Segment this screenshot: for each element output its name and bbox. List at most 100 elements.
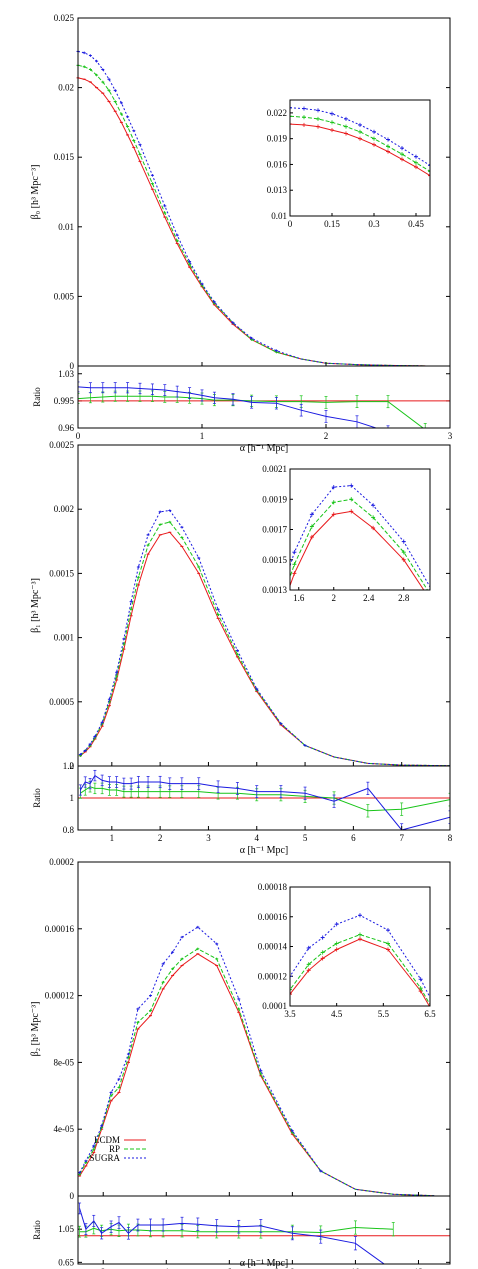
- x-tick-label: 8: [290, 1267, 295, 1269]
- y-tick-label: 0.00016: [45, 924, 75, 934]
- x-tick-label: 4: [164, 1267, 169, 1269]
- inset-plot: [290, 913, 430, 1006]
- inset-y-tick-label: 0.013: [267, 185, 288, 195]
- inset-y-tick-label: 0.016: [267, 159, 288, 169]
- ratio-frame: [77, 365, 451, 429]
- ratio-axis-label: Ratio: [32, 387, 42, 407]
- x-tick-label: 6: [227, 1267, 232, 1269]
- y-tick-label: 0.00012: [45, 991, 74, 1001]
- y-tick-label: 0: [70, 1191, 75, 1201]
- ratio-line-sugra: [78, 386, 378, 428]
- ratio-line-rp: [78, 395, 424, 428]
- inset-y-tick-label: 0.00014: [258, 942, 288, 952]
- inset-y-tick-label: 0.01: [271, 211, 287, 221]
- x-tick-label: 2: [158, 833, 163, 843]
- inset-x-tick-label: 3.5: [284, 1009, 296, 1019]
- y-tick-label: 0.0025: [49, 440, 74, 450]
- inset-y-tick-label: 0.0017: [262, 525, 287, 535]
- x-tick-label: 4: [255, 833, 260, 843]
- inset-x-tick-label: 2.4: [363, 593, 375, 603]
- y-tick-label: 0: [70, 361, 75, 371]
- inset-y-tick-label: 0.00012: [258, 971, 287, 981]
- ratio-y-tick-label: 0.96: [58, 423, 74, 433]
- inset-x-tick-label: 0.15: [324, 219, 340, 229]
- ratio-plot: [78, 1202, 450, 1264]
- ratio-y-tick-label: 1.03: [58, 369, 74, 379]
- x-tick-label: 1: [110, 833, 115, 843]
- y-axis-label: β₀ [h³ Mpc⁻³]: [30, 165, 41, 220]
- ratio-line-rp: [80, 786, 450, 812]
- y-tick-label: 0: [70, 761, 75, 771]
- ratio-line-sugra: [79, 774, 450, 830]
- y-tick-label: 0.015: [54, 152, 75, 162]
- x-tick-label: 12: [414, 1267, 423, 1269]
- x-tick-label: 6: [351, 833, 356, 843]
- inset-x-tick-label: 0.45: [408, 219, 424, 229]
- ratio-line-sugra: [79, 1208, 385, 1264]
- inset-x-tick-label: 5.5: [378, 1009, 390, 1019]
- x-tick-label: 10: [351, 1267, 361, 1269]
- inset-y-tick-label: 0.0015: [262, 555, 287, 565]
- ratio-y-tick-label: 1.2: [63, 761, 74, 771]
- inset-y-tick-label: 0.00018: [258, 882, 288, 892]
- inset-x-tick-label: 0: [288, 219, 293, 229]
- y-tick-label: 0.005: [54, 291, 75, 301]
- inset-x-tick-label: 2: [332, 593, 337, 603]
- y-axis-label: β₁ [h³ Mpc⁻³]: [30, 578, 41, 633]
- series-line-lcdm: [80, 531, 451, 767]
- legend-label-sugra: SUGRA: [89, 1153, 120, 1163]
- x-tick-label: 1: [200, 431, 205, 441]
- x-tick-label: 2: [101, 1267, 106, 1269]
- inset-y-tick-label: 0.0013: [262, 585, 287, 595]
- y-tick-label: 8e-05: [54, 1057, 75, 1067]
- inset-x-tick-label: 2.8: [398, 593, 410, 603]
- x-tick-label: 8: [448, 833, 453, 843]
- series-line-rp: [80, 521, 451, 767]
- x-axis-label: α [h⁻¹ Mpc]: [240, 1258, 289, 1269]
- ratio-y-tick-label: 1: [70, 793, 75, 803]
- y-tick-label: 0.002: [54, 504, 74, 514]
- x-tick-label: 3: [448, 431, 453, 441]
- ratio-y-tick-label: 1.05: [58, 1224, 74, 1234]
- y-tick-label: 0.02: [58, 83, 74, 93]
- inset-series-line-lcdm: [290, 510, 425, 590]
- x-axis-label: α [h⁻¹ Mpc]: [240, 443, 289, 454]
- y-tick-label: 0.0002: [49, 857, 74, 867]
- ratio-y-tick-label: 0.8: [63, 825, 75, 835]
- x-tick-label: 5: [303, 833, 308, 843]
- inset-x-tick-label: 1.6: [293, 593, 305, 603]
- inset-frame: [289, 99, 431, 217]
- inset-frame: [289, 468, 431, 591]
- legend-label-lcdm: LCDM: [94, 1135, 120, 1145]
- ratio-frame: [77, 765, 451, 831]
- legend-label-rp: RP: [109, 1144, 120, 1154]
- y-tick-label: 0.0015: [49, 568, 74, 578]
- inset-plot: [290, 105, 430, 178]
- y-tick-label: 0.001: [54, 633, 74, 643]
- y-tick-label: 0.01: [58, 222, 74, 232]
- inset-frame: [289, 886, 431, 1007]
- ratio-plot: [78, 381, 450, 428]
- y-axis-label: β₂ [h³ Mpc⁻³]: [30, 1002, 41, 1057]
- ratio-plot: [78, 769, 450, 830]
- x-tick-label: 2: [324, 431, 329, 441]
- inset-y-tick-label: 0.00016: [258, 912, 288, 922]
- y-tick-label: 0.025: [54, 13, 75, 23]
- inset-x-tick-label: 0.3: [368, 219, 380, 229]
- ratio-axis-label: Ratio: [32, 788, 42, 808]
- inset-y-tick-label: 0.019: [267, 134, 288, 144]
- series-line-sugra: [80, 509, 451, 767]
- ratio-y-tick-label: 0.65: [58, 1257, 74, 1267]
- y-tick-label: 0.0005: [49, 697, 74, 707]
- inset-background: [290, 469, 430, 590]
- inset-background: [290, 887, 430, 1006]
- inset-background: [290, 100, 430, 216]
- inset-y-tick-label: 0.0019: [262, 494, 287, 504]
- x-tick-label: 0: [76, 431, 81, 441]
- ratio-frame: [77, 1195, 451, 1265]
- x-axis-label: α [h⁻¹ Mpc]: [240, 845, 289, 856]
- x-tick-label: 7: [399, 833, 404, 843]
- ratio-axis-label: Ratio: [32, 1220, 42, 1240]
- ratio-y-tick-label: 0.995: [54, 396, 75, 406]
